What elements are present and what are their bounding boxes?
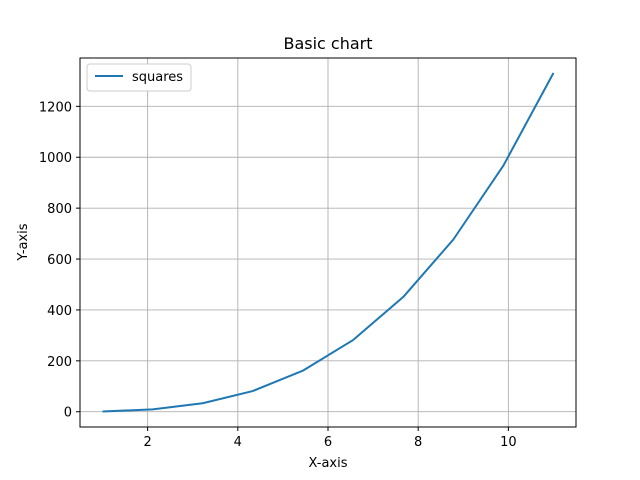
grid-lines — [80, 58, 576, 427]
y-tick-label: 1200 — [39, 100, 72, 115]
x-tick-label: 6 — [324, 435, 332, 450]
legend: squares — [86, 63, 192, 92]
y-tick-label: 600 — [47, 253, 72, 268]
y-tick-label: 0 — [64, 406, 72, 421]
x-tick-label: 4 — [234, 435, 242, 450]
x-tick-label: 8 — [414, 435, 422, 450]
y-axis-label: Y-axis — [16, 223, 31, 261]
chart-title: Basic chart — [283, 34, 372, 53]
x-tick-label: 10 — [500, 435, 517, 450]
y-tick-label: 400 — [47, 304, 72, 319]
x-tick-label: 2 — [143, 435, 151, 450]
y-tick-label: 1000 — [39, 151, 72, 166]
legend-label-squares: squares — [132, 70, 183, 85]
y-tick-label: 200 — [47, 355, 72, 370]
legend-box — [86, 63, 192, 92]
y-tick-label: 800 — [47, 202, 72, 217]
series-lines — [102, 72, 555, 413]
x-axis-label: X-axis — [309, 456, 348, 471]
axis-ticks: 2 4 6 8 10 0 200 400 600 800 1000 1200 — [39, 100, 517, 450]
series-line-squares — [102, 72, 555, 413]
